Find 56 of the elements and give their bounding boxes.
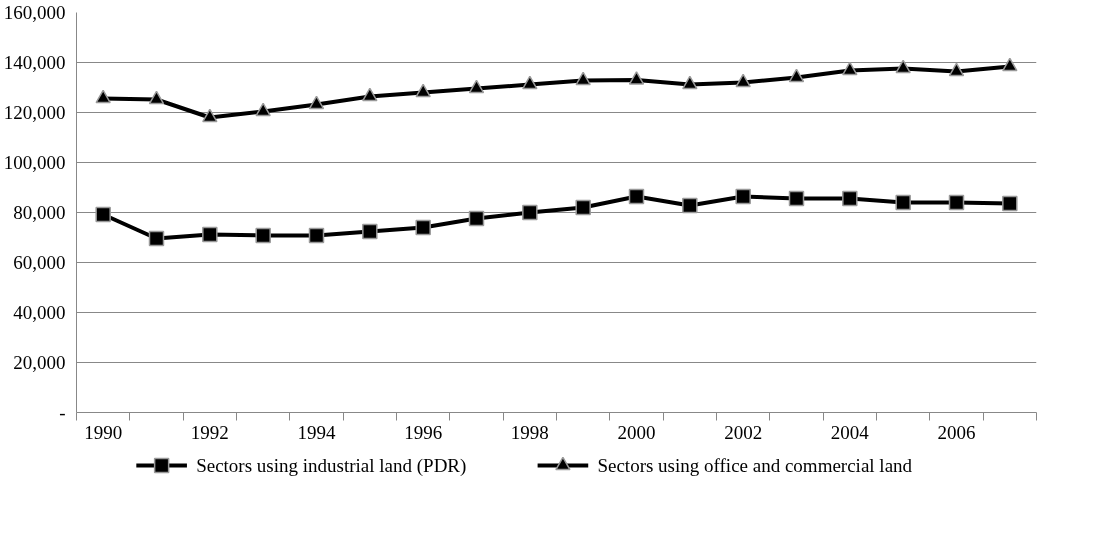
point — [735, 188, 751, 205]
y-tick-label: 40,000 — [13, 302, 66, 323]
point — [842, 190, 858, 207]
x-tick-label: 1990 — [84, 421, 123, 443]
y-tick-label: 160,000 — [3, 2, 66, 23]
point — [362, 223, 378, 240]
y-tick-label: 20,000 — [13, 352, 66, 373]
point — [415, 219, 431, 236]
point — [202, 226, 218, 243]
point — [628, 188, 645, 205]
point — [628, 71, 645, 85]
x-tick-label: 2006 — [937, 421, 976, 443]
point — [948, 62, 965, 77]
point — [308, 95, 325, 110]
y-tick-label: - — [59, 402, 66, 423]
point — [255, 227, 271, 244]
point — [575, 71, 591, 86]
point — [895, 59, 911, 74]
point — [842, 61, 858, 76]
point — [522, 204, 538, 221]
point — [788, 68, 805, 83]
point — [1002, 57, 1018, 72]
y-tick-label: 140,000 — [3, 52, 66, 73]
point — [682, 75, 698, 90]
x-tick-label: 1994 — [297, 421, 336, 443]
point — [468, 210, 485, 227]
legend-label: Sectors using office and commercial land — [597, 455, 913, 476]
point — [522, 75, 538, 90]
y-tick-label: 120,000 — [3, 102, 66, 123]
point — [788, 190, 805, 207]
y-tick-label: 100,000 — [3, 152, 66, 173]
point — [362, 87, 378, 102]
point — [95, 206, 111, 223]
point — [948, 194, 965, 211]
x-tick-label: 1998 — [510, 421, 549, 443]
point — [148, 230, 165, 247]
point — [308, 227, 325, 244]
point — [1002, 195, 1018, 212]
x-tick-label: 1992 — [190, 421, 229, 443]
x-tick-label: 2000 — [617, 421, 656, 443]
point — [735, 73, 751, 88]
point — [95, 89, 111, 104]
point — [895, 194, 911, 211]
y-tick-label: 80,000 — [13, 202, 66, 223]
y-tick-label: 60,000 — [13, 252, 66, 273]
point — [575, 199, 591, 216]
x-tick-label: 2004 — [830, 421, 870, 443]
point — [682, 197, 698, 214]
point — [468, 79, 485, 94]
point — [415, 83, 431, 98]
point — [255, 102, 271, 117]
point — [148, 90, 165, 105]
x-tick-label: 1996 — [404, 421, 443, 443]
point — [202, 108, 218, 123]
x-tick-label: 2002 — [724, 421, 763, 443]
legend-label: Sectors using industrial land (PDR) — [196, 455, 467, 477]
